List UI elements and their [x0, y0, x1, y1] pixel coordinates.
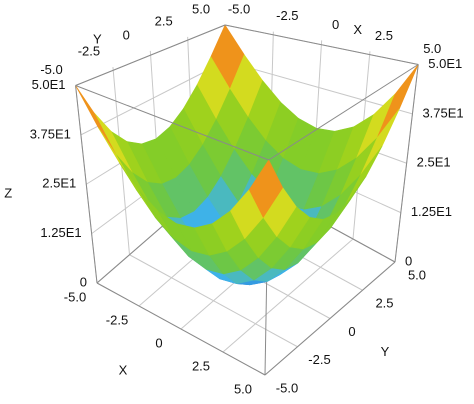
y-tick-label: 2.5: [375, 296, 393, 311]
grid-line: [80, 60, 226, 136]
x-tick-label: 0: [155, 335, 162, 350]
box-edge: [394, 64, 419, 263]
box-edge: [75, 24, 226, 86]
z-axis-title: Z: [4, 186, 12, 201]
z-tick-label: 5.0E1: [428, 56, 462, 71]
box-edge: [96, 282, 266, 376]
z-tick-label: 5.0E1: [32, 77, 66, 92]
z-tick-label: 2.5E1: [42, 176, 76, 191]
z-tick-label: 2.5E1: [417, 155, 451, 170]
z-tick-label: 3.75E1: [30, 126, 71, 141]
grid-line: [129, 254, 298, 348]
x-tick-label: 2.5: [375, 28, 393, 43]
x-tick-label: -5.0: [64, 289, 86, 304]
x-tick-label: 5.0: [423, 41, 441, 56]
y-tick-label: -2.5: [308, 352, 330, 367]
y-tick-label: -5.0: [276, 380, 298, 395]
box-edge: [264, 261, 396, 376]
x-axis-title: X: [119, 362, 128, 377]
y-tick-label: -5.0: [40, 62, 62, 77]
x-tick-label: 2.5: [192, 358, 210, 373]
surface-patch: [248, 159, 284, 218]
x-tick-label: -5.0: [228, 1, 250, 16]
y-axis-title: Y: [381, 344, 390, 359]
y-axis-title: Y: [93, 31, 102, 46]
x-tick-label: -2.5: [276, 8, 298, 23]
y-tick-label: 0: [123, 27, 130, 42]
z-tick-label: 1.25E1: [411, 204, 452, 219]
y-tick-label: 2.5: [155, 13, 173, 28]
box-edge: [75, 85, 98, 284]
x-tick-label: -2.5: [106, 312, 128, 327]
surface-patch: [376, 64, 419, 138]
box-edge: [224, 24, 419, 65]
x-tick-label: 5.0: [234, 381, 252, 396]
box-edge: [75, 85, 269, 161]
y-tick-label: 5.0: [192, 1, 210, 16]
box-edge: [268, 64, 419, 161]
x-tick-label: 0: [332, 17, 339, 32]
x-axis-title: X: [353, 22, 362, 37]
y-tick-label: -2.5: [78, 44, 100, 59]
z-tick-label: 0: [405, 253, 412, 268]
y-tick-label: 5.0: [408, 267, 426, 282]
z-tick-label: 3.75E1: [422, 105, 463, 120]
z-tick-label: 1.25E1: [40, 225, 81, 240]
y-tick-label: 0: [348, 324, 355, 339]
grid-line: [225, 60, 413, 115]
z-tick-label: 0: [80, 274, 87, 289]
